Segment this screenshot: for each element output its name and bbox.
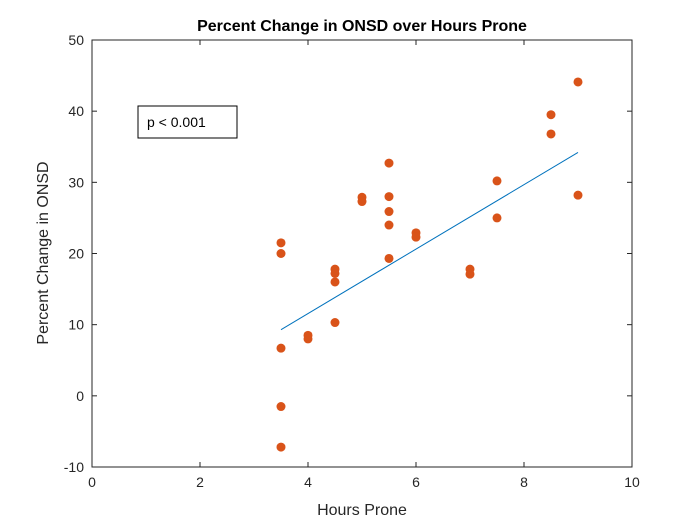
data-point: [384, 158, 394, 168]
chart-title: Percent Change in ONSD over Hours Prone: [197, 18, 527, 35]
data-point: [303, 334, 313, 344]
data-point: [384, 207, 394, 217]
y-axis-label: Percent Change in ONSD: [35, 161, 52, 344]
fit-line-group: [280, 152, 579, 331]
data-point: [357, 197, 367, 207]
data-point: [546, 110, 556, 120]
data-point: [276, 238, 286, 248]
data-point: [384, 192, 394, 202]
x-axis-label: Hours Prone: [317, 502, 407, 519]
data-points-group: [276, 77, 583, 452]
data-point: [573, 77, 583, 87]
data-point: [330, 277, 340, 287]
data-point: [411, 232, 421, 242]
y-tick-label: -10: [64, 459, 84, 475]
axes-frame-group: [91, 39, 633, 468]
axes-box: [91, 39, 633, 468]
data-point: [465, 269, 475, 279]
data-point: [492, 176, 502, 186]
x-tick-label: 2: [196, 474, 204, 490]
y-tick-label: 0: [76, 388, 84, 404]
data-point: [492, 213, 502, 223]
x-tick-label: 0: [88, 474, 96, 490]
y-tick-label: 10: [68, 317, 84, 333]
data-point: [276, 442, 286, 452]
y-tick-label: 50: [68, 32, 84, 48]
regression-line: [280, 152, 579, 331]
x-tick-label: 4: [304, 474, 312, 490]
x-tick-label: 10: [624, 474, 640, 490]
data-point: [276, 343, 286, 353]
data-point: [546, 129, 556, 139]
y-tick-label: 30: [68, 174, 84, 190]
x-tick-label: 8: [520, 474, 528, 490]
annotation-box: p < 0.001: [137, 105, 238, 139]
data-point: [384, 220, 394, 230]
y-tick-label: 20: [68, 246, 84, 262]
annotation-text: p < 0.001: [147, 114, 206, 130]
data-point: [330, 268, 340, 278]
data-point: [573, 190, 583, 200]
data-point: [330, 318, 340, 328]
y-tick-label: 40: [68, 103, 84, 119]
annotation-box-border: [137, 105, 238, 139]
data-point: [276, 402, 286, 412]
data-point: [276, 249, 286, 258]
x-tick-label: 6: [412, 474, 420, 490]
data-point: [384, 253, 394, 263]
